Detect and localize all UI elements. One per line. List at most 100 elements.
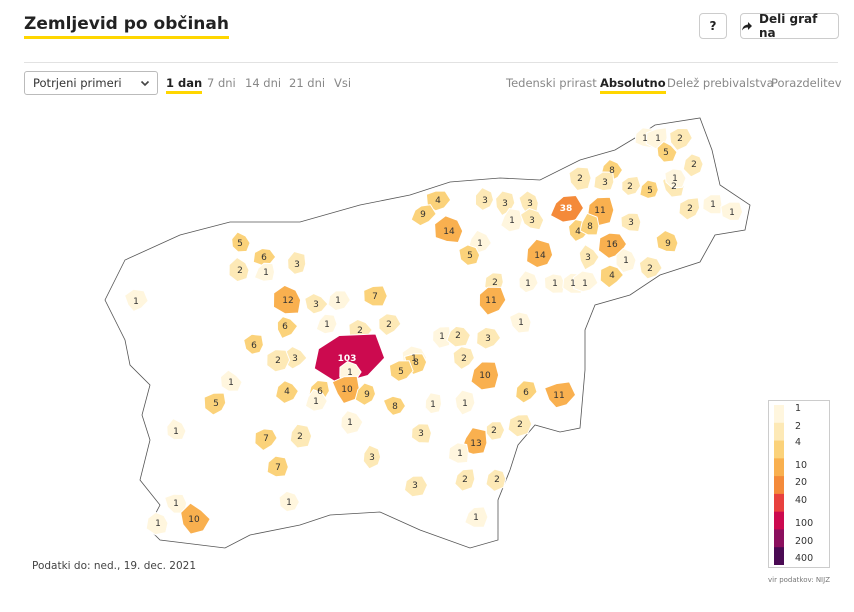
municipality-area[interactable]	[287, 250, 307, 275]
tab-period-21-dni[interactable]: 21 dni	[289, 76, 326, 90]
municipality-area[interactable]	[313, 333, 386, 385]
municipality-area[interactable]	[275, 380, 300, 404]
municipality-area[interactable]	[720, 201, 744, 221]
municipality-area[interactable]	[203, 392, 227, 416]
tab-mode-absolutno[interactable]: Absolutno	[600, 76, 666, 94]
municipality-area[interactable]	[599, 264, 625, 289]
municipality-area[interactable]	[572, 270, 599, 293]
municipality-area[interactable]	[485, 421, 506, 441]
municipality-area[interactable]	[678, 197, 701, 221]
municipality-area[interactable]	[276, 316, 299, 340]
municipality-area[interactable]	[621, 175, 642, 197]
metric-select[interactable]: Potrjeni primeri	[24, 71, 158, 95]
municipality-value-label: 1	[672, 174, 678, 184]
municipality-area[interactable]	[476, 326, 502, 350]
tab-period-1-dan[interactable]: 1 dan	[166, 76, 203, 94]
municipality-area[interactable]	[243, 333, 264, 355]
municipality-area[interactable]	[425, 190, 452, 212]
municipality-area[interactable]	[331, 375, 360, 405]
municipality-area[interactable]	[518, 270, 539, 294]
municipality-area[interactable]	[340, 410, 364, 435]
municipality-area[interactable]	[434, 215, 464, 244]
municipality-area[interactable]	[410, 423, 432, 444]
municipality-area[interactable]	[507, 414, 533, 438]
municipality-area[interactable]	[593, 171, 615, 192]
municipality-area[interactable]	[266, 349, 291, 373]
municipality-area[interactable]	[219, 369, 243, 392]
municipality-area[interactable]	[253, 262, 276, 282]
municipality-area[interactable]	[543, 273, 566, 294]
municipality-area[interactable]	[579, 212, 600, 236]
municipality-area[interactable]	[278, 490, 300, 513]
municipality-area[interactable]	[515, 380, 538, 404]
municipality-area[interactable]	[388, 360, 414, 382]
municipality-area[interactable]	[669, 127, 693, 152]
municipality-area[interactable]	[508, 311, 532, 334]
municipality-area[interactable]	[231, 231, 251, 253]
municipality-area[interactable]	[568, 166, 592, 192]
municipality-area[interactable]	[526, 238, 554, 269]
municipality-area[interactable]	[485, 468, 507, 492]
tab-period-vsi[interactable]: Vsi	[334, 76, 352, 90]
municipality-area[interactable]	[519, 207, 545, 231]
municipality-area[interactable]	[315, 313, 338, 335]
municipality-area[interactable]	[470, 361, 500, 391]
municipality-value-label: 2	[455, 331, 461, 341]
municipality-area[interactable]	[266, 455, 289, 478]
municipality-area[interactable]	[478, 286, 507, 316]
help-button[interactable]: ?	[699, 13, 727, 39]
legend-label: 1	[795, 403, 802, 414]
municipality-value-label: 1	[477, 239, 483, 249]
municipality-area[interactable]	[655, 229, 679, 253]
municipality-area[interactable]	[272, 284, 302, 315]
municipality-area[interactable]	[464, 506, 489, 528]
municipality-area[interactable]	[166, 417, 187, 441]
tab-mode-tedenski-prirast[interactable]: Tedenski prirast	[506, 76, 597, 90]
municipality-area[interactable]	[180, 502, 211, 535]
municipality-area[interactable]	[378, 313, 402, 337]
municipality-area[interactable]	[327, 290, 351, 312]
municipality-area[interactable]	[362, 444, 382, 470]
share-button[interactable]: Deli graf na	[740, 12, 839, 40]
tab-mode-delez-prebivalstva[interactable]: Delež prebivalstva	[667, 76, 774, 90]
municipality-area[interactable]	[638, 255, 663, 280]
municipality-area[interactable]	[682, 153, 704, 178]
municipality-area[interactable]	[304, 388, 328, 412]
municipality-area[interactable]	[664, 168, 687, 189]
tab-period-7-dni[interactable]: 7 dni	[207, 76, 236, 90]
municipality-area[interactable]	[458, 244, 481, 266]
municipality-area[interactable]	[363, 285, 388, 307]
municipality-area[interactable]	[254, 428, 278, 452]
municipality-area[interactable]	[446, 325, 471, 348]
municipality-area[interactable]	[228, 256, 250, 283]
municipality-area[interactable]	[620, 212, 642, 233]
municipality-area[interactable]	[145, 511, 169, 536]
municipality-area[interactable]	[549, 194, 585, 223]
municipality-area[interactable]	[543, 381, 577, 409]
municipality-area[interactable]	[432, 326, 451, 349]
municipality-area[interactable]	[500, 207, 523, 233]
municipality-area[interactable]	[124, 288, 149, 313]
municipality-value-label: 1	[473, 513, 479, 523]
municipality-area[interactable]	[424, 392, 443, 415]
municipality-area[interactable]	[447, 442, 469, 464]
municipality-area[interactable]	[578, 244, 600, 271]
municipality-area[interactable]	[475, 186, 495, 212]
municipality-area[interactable]	[354, 382, 377, 406]
tab-mode-porazdelitev[interactable]: Porazdelitev	[771, 76, 842, 90]
municipality-area[interactable]	[410, 204, 437, 227]
legend-color-step	[774, 458, 784, 477]
municipality-area[interactable]	[289, 423, 313, 449]
municipality-area[interactable]	[454, 468, 476, 492]
tab-period-14-dni[interactable]: 14 dni	[245, 76, 282, 90]
municipality-area[interactable]	[403, 475, 429, 498]
municipality-area[interactable]	[454, 389, 476, 416]
municipality-area[interactable]	[656, 140, 678, 163]
municipality-area[interactable]	[452, 346, 475, 371]
municipality-area[interactable]	[615, 247, 637, 274]
municipality-area[interactable]	[702, 194, 723, 215]
municipality-area[interactable]	[382, 395, 407, 416]
municipality-area[interactable]	[639, 179, 659, 199]
municipality-area[interactable]	[304, 293, 329, 315]
